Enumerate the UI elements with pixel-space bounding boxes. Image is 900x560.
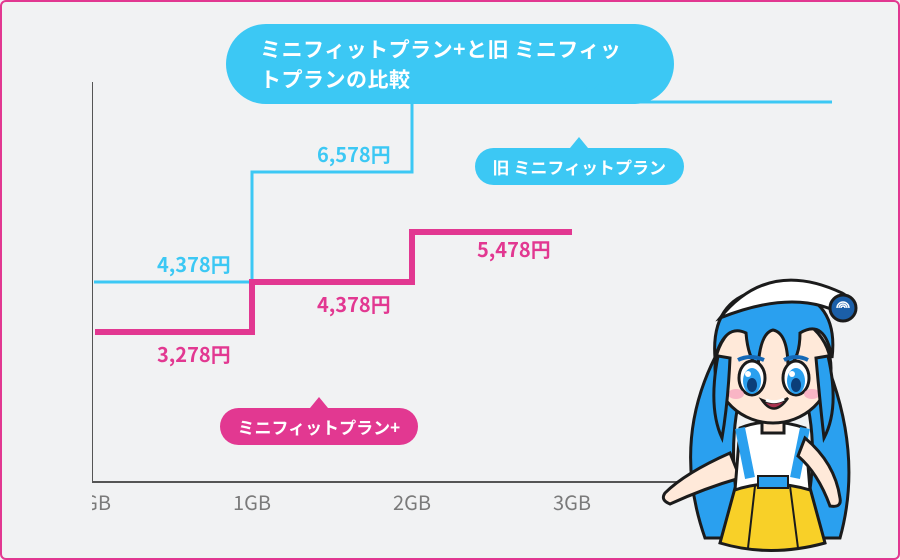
old-plan-price-0: 4,378円 [157, 249, 231, 278]
new-plan-price-0: 3,278円 [157, 339, 231, 368]
old-plan-price-1: 6,578円 [317, 139, 391, 168]
series-badge-new-plan: ミニフィットプラン+ [220, 408, 419, 445]
new-plan-price-2: 5,478円 [477, 234, 551, 263]
chart-svg: 4,378円 6,578円 8,228円 3,278円 4,378円 5,478… [92, 82, 842, 522]
x-tick-1: 1GB [233, 487, 271, 516]
x-tick-4: 4GB [713, 487, 751, 516]
x-tick-2: 2GB [393, 487, 431, 516]
comparison-step-chart: 4,378円 6,578円 8,228円 3,278円 4,378円 5,478… [92, 82, 842, 522]
old-plan-price-2: 8,228円 [562, 82, 636, 98]
x-tick-0: 0GB [92, 487, 111, 516]
x-tick-3: 3GB [553, 487, 591, 516]
new-plan-price-1: 4,378円 [317, 289, 391, 318]
series-badge-old-plan: 旧 ミニフィットプラン [475, 148, 685, 185]
